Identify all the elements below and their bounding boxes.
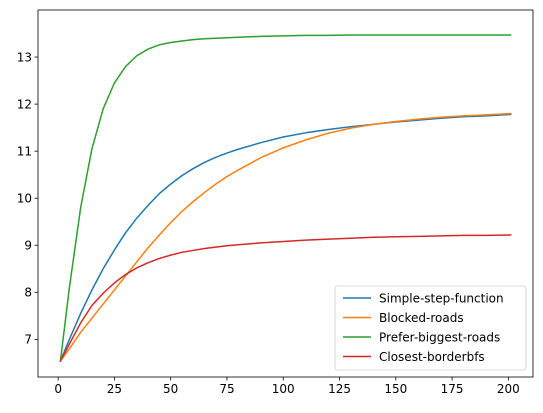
x-tick-label: 150 xyxy=(384,382,407,396)
y-tick-label: 9 xyxy=(24,239,32,253)
series-layer xyxy=(59,34,512,363)
plot-frame xyxy=(37,9,534,378)
y-tick-label: 12 xyxy=(17,97,32,111)
x-tick-label: 200 xyxy=(497,382,520,396)
x-tick-label: 50 xyxy=(163,382,178,396)
x-tick-label: 0 xyxy=(54,382,62,396)
legend-label: Blocked-roads xyxy=(379,311,464,325)
legend-label: Prefer-biggest-roads xyxy=(379,330,500,344)
x-tick-label: 75 xyxy=(219,382,234,396)
y-tick-label: 11 xyxy=(17,144,32,158)
y-tick-label: 13 xyxy=(17,50,32,64)
x-tick-label: 100 xyxy=(272,382,295,396)
x-axis: 0 25 50 75 100 125 150 175 200 xyxy=(54,377,520,396)
y-tick-label: 8 xyxy=(24,286,32,300)
y-axis: 7 8 9 10 11 12 13 xyxy=(17,50,38,347)
x-tick-label: 25 xyxy=(107,382,122,396)
y-tick-label: 7 xyxy=(24,333,32,347)
legend-box xyxy=(334,285,527,371)
legend-label: Closest-borderbfs xyxy=(379,350,485,364)
y-tick-label: 10 xyxy=(17,192,32,206)
series-line-3 xyxy=(59,34,512,362)
x-tick-label: 125 xyxy=(328,382,351,396)
legend-label: Simple-step-function xyxy=(379,291,504,305)
series-line-4 xyxy=(59,234,512,363)
series-line-2 xyxy=(59,112,512,363)
legend: Simple-step-function Blocked-roads Prefer-… xyxy=(334,285,527,371)
x-tick-label: 175 xyxy=(441,382,464,396)
